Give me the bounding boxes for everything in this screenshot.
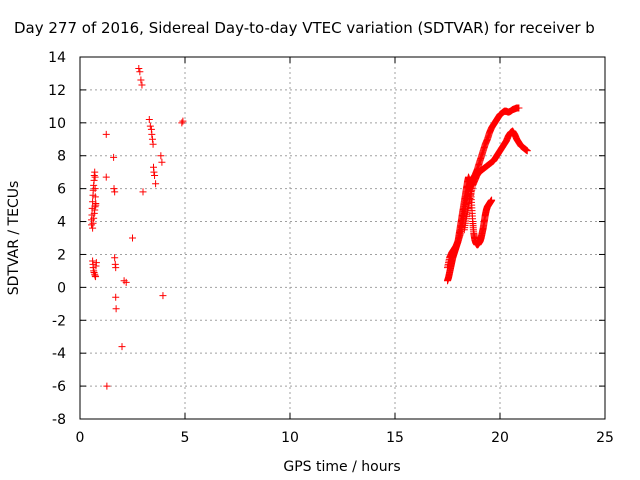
y-tick-label: 10 xyxy=(48,116,66,132)
data-point xyxy=(89,219,97,227)
x-tick-label: 0 xyxy=(76,430,85,446)
data-point xyxy=(179,117,187,125)
data-point xyxy=(92,259,100,267)
data-point xyxy=(159,292,167,300)
data-point xyxy=(102,130,110,138)
grid xyxy=(80,57,605,419)
data-point xyxy=(91,173,99,181)
data-point xyxy=(122,278,130,286)
x-axis-title: GPS time / hours xyxy=(283,459,400,475)
data-point xyxy=(92,199,100,207)
x-tick-label: 10 xyxy=(281,430,299,446)
y-tick-label: -2 xyxy=(52,313,66,329)
data-point xyxy=(112,264,120,272)
y-tick-label: 6 xyxy=(57,182,66,198)
y-tick-label: 14 xyxy=(48,50,66,66)
y-tick-label: 4 xyxy=(57,215,66,231)
data-point xyxy=(488,196,496,204)
chart-title: Day 277 of 2016, Sidereal Day-to-day VTE… xyxy=(14,19,595,37)
data-point xyxy=(135,65,143,73)
x-tick-label: 5 xyxy=(181,430,190,446)
y-tick-label: 2 xyxy=(57,247,66,263)
data-point xyxy=(91,185,99,193)
data-point xyxy=(90,214,98,222)
y-tick-label: -8 xyxy=(52,412,66,428)
x-tick-label: 20 xyxy=(491,430,509,446)
data-point xyxy=(103,382,111,390)
data-point xyxy=(148,130,156,138)
data-point xyxy=(148,135,156,143)
data-point xyxy=(158,158,166,166)
data-points xyxy=(88,65,531,390)
plot-frame xyxy=(79,56,606,420)
data-point xyxy=(111,188,119,196)
y-tick-label: 8 xyxy=(57,149,66,165)
data-point xyxy=(145,116,153,124)
data-point xyxy=(515,104,523,112)
data-point xyxy=(152,180,160,188)
y-axis-title: SDTVAR / TECUs xyxy=(6,181,22,296)
x-tick-label: 25 xyxy=(596,430,614,446)
data-point xyxy=(110,153,118,161)
data-point xyxy=(138,81,146,89)
y-tick-label: -6 xyxy=(52,379,66,395)
y-tick-label: 12 xyxy=(48,83,66,99)
data-point xyxy=(110,185,118,193)
data-point xyxy=(112,293,120,301)
data-point xyxy=(149,140,157,148)
data-point xyxy=(91,203,99,211)
data-point xyxy=(157,152,165,160)
data-point xyxy=(89,198,97,206)
data-point xyxy=(112,305,120,313)
data-point xyxy=(523,147,531,155)
data-point xyxy=(136,68,144,76)
data-point xyxy=(178,119,186,127)
data-point xyxy=(102,173,110,181)
data-point xyxy=(90,269,98,277)
data-point xyxy=(151,171,159,179)
data-point xyxy=(139,188,147,196)
data-point xyxy=(111,254,119,262)
data-point xyxy=(129,234,136,242)
x-tick-label: 15 xyxy=(386,430,404,446)
data-point xyxy=(150,168,158,176)
data-point xyxy=(146,122,154,130)
ticks: 0 5 10 15 20 25 -8 -6 -4 -2 0 2 4 6 8 10 12 14 xyxy=(48,50,614,446)
y-tick-label: -4 xyxy=(52,346,66,362)
data-point xyxy=(92,273,100,281)
data-point xyxy=(118,343,126,351)
y-tick-label: 0 xyxy=(57,280,66,296)
data-point xyxy=(91,193,99,201)
data-point xyxy=(137,76,145,84)
